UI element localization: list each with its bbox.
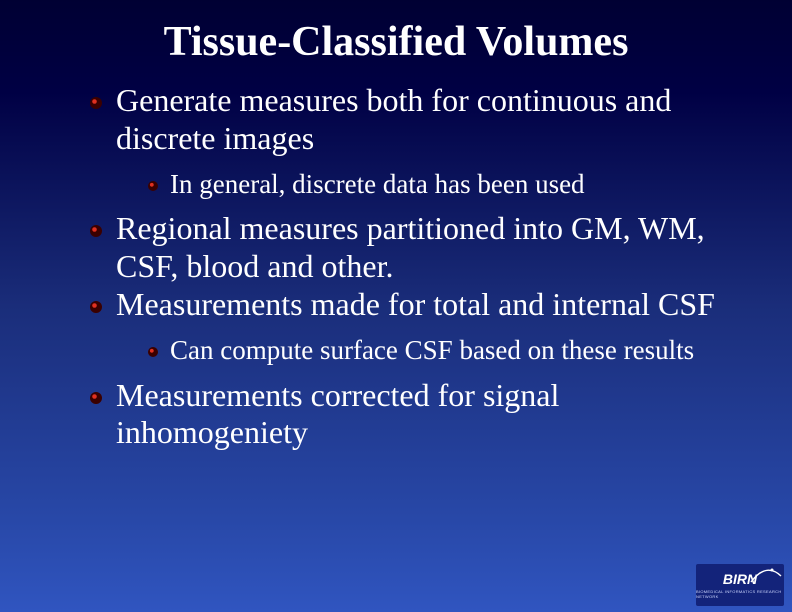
list-item-text: Regional measures partitioned into GM, W… bbox=[116, 210, 752, 286]
swoosh-icon bbox=[750, 566, 782, 584]
list-item: Measurements made for total and internal… bbox=[90, 286, 752, 324]
list-item-text: In general, discrete data has been used bbox=[170, 168, 585, 201]
logo-badge: BIRN BIOMEDICAL INFORMATICS RESEARCH NET… bbox=[696, 564, 784, 606]
bullet-icon bbox=[90, 82, 116, 114]
logo-subtext: BIOMEDICAL INFORMATICS RESEARCH NETWORK bbox=[696, 589, 784, 599]
sublist: In general, discrete data has been used bbox=[148, 168, 752, 201]
list-item-text: Generate measures both for continuous an… bbox=[116, 82, 752, 158]
list-item: Measurements corrected for signal inhomo… bbox=[90, 377, 752, 453]
list-item: Regional measures partitioned into GM, W… bbox=[90, 210, 752, 286]
list-item-text: Measurements corrected for signal inhomo… bbox=[116, 377, 752, 453]
list-item: In general, discrete data has been used bbox=[148, 168, 752, 201]
bullet-icon bbox=[90, 286, 116, 318]
bullet-icon bbox=[90, 210, 116, 242]
sublist: Can compute surface CSF based on these r… bbox=[148, 334, 752, 367]
content-area: Generate measures both for continuous an… bbox=[0, 82, 792, 452]
bullet-icon bbox=[148, 168, 170, 196]
list-item-text: Can compute surface CSF based on these r… bbox=[170, 334, 694, 367]
list-item: Generate measures both for continuous an… bbox=[90, 82, 752, 158]
list-item-text: Measurements made for total and internal… bbox=[116, 286, 715, 324]
page-title: Tissue-Classified Volumes bbox=[0, 0, 792, 72]
list-item: Can compute surface CSF based on these r… bbox=[148, 334, 752, 367]
bullet-icon bbox=[148, 334, 170, 362]
bullet-icon bbox=[90, 377, 116, 409]
